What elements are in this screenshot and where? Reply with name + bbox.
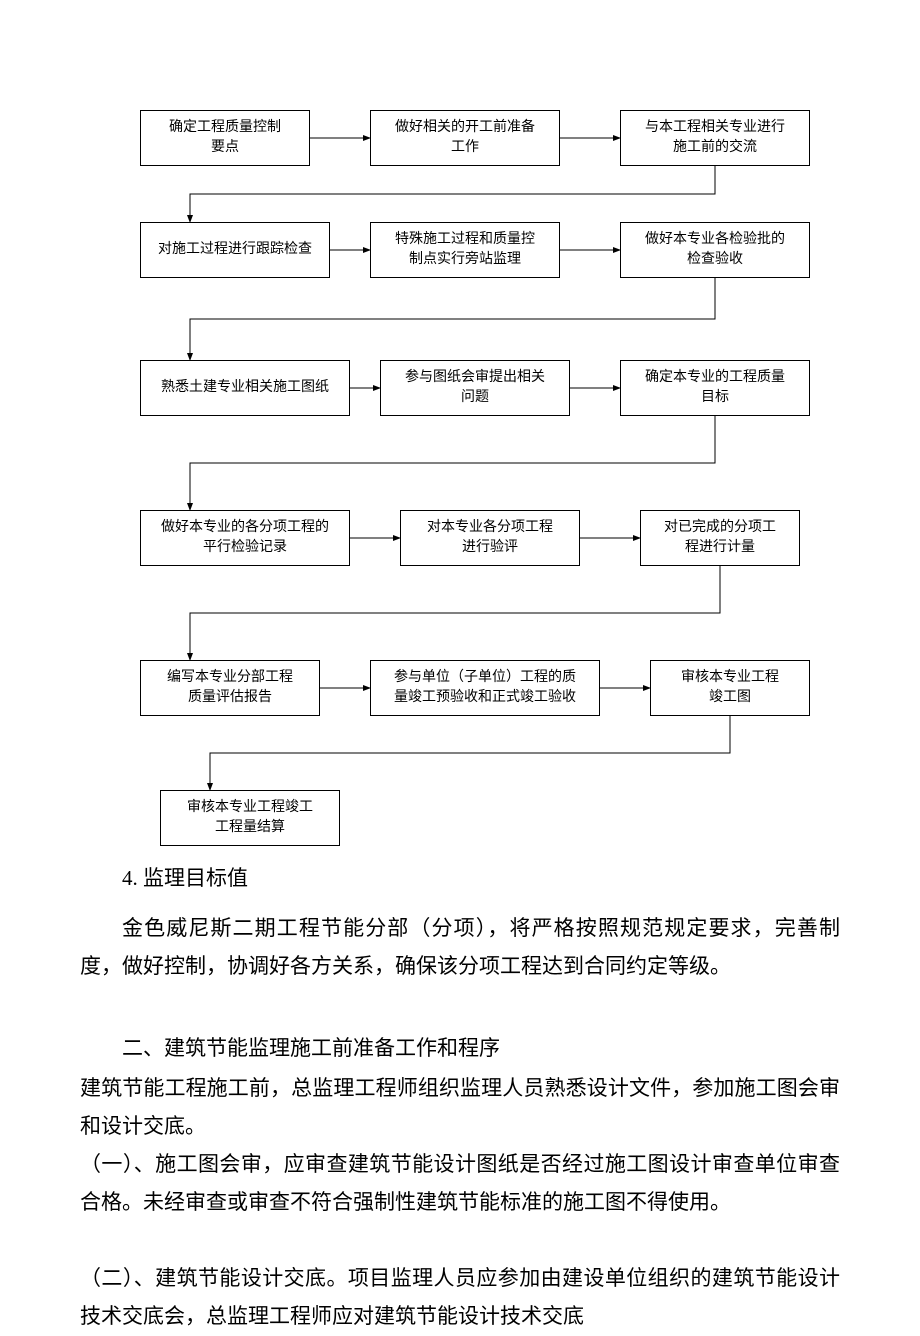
flowchart-node: 审核本专业工程竣工图 (650, 660, 810, 716)
flowchart-node: 熟悉土建专业相关施工图纸 (140, 360, 350, 416)
flowchart-node: 审核本专业工程竣工工程量结算 (160, 790, 340, 846)
flowchart-node: 对施工过程进行跟踪检查 (140, 222, 330, 278)
flowchart-connectors (140, 110, 820, 830)
paragraph-3: （一）、施工图会审，应审查建筑节能设计图纸是否经过施工图设计审查单位审查合格。未… (80, 1146, 840, 1222)
heading-text: 4. 监理目标值 (80, 860, 840, 898)
paragraph-2: 建筑节能工程施工前，总监理工程师组织监理人员熟悉设计文件，参加施工图会审和设计交… (80, 1070, 840, 1146)
flowchart-node: 做好本专业的各分项工程的平行检验记录 (140, 510, 350, 566)
flowchart-node: 参与图纸会审提出相关问题 (380, 360, 570, 416)
flowchart-node: 确定工程质量控制要点 (140, 110, 310, 166)
flowchart-node: 特殊施工过程和质量控制点实行旁站监理 (370, 222, 560, 278)
flowchart-node: 与本工程相关专业进行施工前的交流 (620, 110, 810, 166)
flowchart-container: 确定工程质量控制要点 做好相关的开工前准备工作 与本工程相关专业进行施工前的交流对施… (140, 110, 820, 830)
paragraph-4: （二）、建筑节能设计交底。项目监理人员应参加由建设单位组织的建筑节能设计技术交底… (80, 1260, 840, 1336)
section-heading-2: 二、建筑节能监理施工前准备工作和程序 (80, 1030, 840, 1068)
section-heading-4: 4. 监理目标值 (80, 860, 840, 898)
flowchart-node: 做好本专业各检验批的检查验收 (620, 222, 810, 278)
heading-text: 二、建筑节能监理施工前准备工作和程序 (80, 1030, 840, 1068)
flowchart-node: 确定本专业的工程质量目标 (620, 360, 810, 416)
flowchart-node: 参与单位（子单位）工程的质量竣工预验收和正式竣工验收 (370, 660, 600, 716)
flowchart-node: 编写本专业分部工程质量评估报告 (140, 660, 320, 716)
para-text: 金色威尼斯二期工程节能分部（分项），将严格按照规范规定要求，完善制度，做好控制，… (80, 910, 840, 986)
para-text: （一）、施工图会审，应审查建筑节能设计图纸是否经过施工图设计审查单位审查合格。未… (80, 1146, 840, 1222)
flowchart-node: 对本专业各分项工程进行验评 (400, 510, 580, 566)
flowchart-node: 做好相关的开工前准备工作 (370, 110, 560, 166)
flowchart-node: 对已完成的分项工程进行计量 (640, 510, 800, 566)
paragraph-1: 金色威尼斯二期工程节能分部（分项），将严格按照规范规定要求，完善制度，做好控制，… (80, 910, 840, 986)
para-text: （二）、建筑节能设计交底。项目监理人员应参加由建设单位组织的建筑节能设计技术交底… (80, 1260, 840, 1336)
para-text: 建筑节能工程施工前，总监理工程师组织监理人员熟悉设计文件，参加施工图会审和设计交… (80, 1070, 840, 1146)
